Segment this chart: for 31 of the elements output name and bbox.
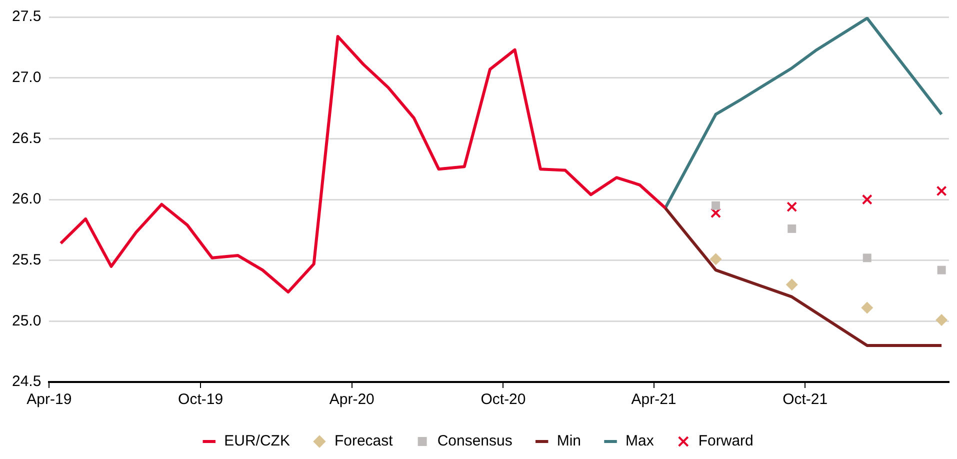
y-tick-label: 25.5	[12, 251, 42, 268]
y-tick-label: 27.5	[12, 8, 42, 26]
legend-label: Max	[626, 432, 654, 450]
x-tick-label: Oct-20	[480, 391, 526, 408]
point	[786, 202, 798, 212]
x-tick-label: Apr-19	[26, 391, 72, 408]
legend-label: Forecast	[334, 432, 394, 450]
x-tick-label: Oct-19	[178, 391, 224, 408]
y-tick-label: 26.5	[12, 130, 42, 147]
legend-label: Min	[556, 432, 582, 450]
point	[862, 194, 872, 205]
legend-label: EUR/CZK	[224, 432, 290, 450]
x-tick-label: Apr-20	[329, 391, 374, 408]
point	[936, 314, 948, 326]
point	[710, 208, 722, 218]
point	[786, 278, 798, 291]
point	[937, 266, 946, 274]
legend-label: Consensus	[437, 432, 512, 450]
y-tick-label: 25.0	[12, 312, 42, 330]
point	[861, 302, 874, 314]
y-tick-label: 27.0	[12, 68, 42, 86]
point	[862, 254, 872, 262]
point	[712, 201, 720, 210]
y-tick-label: 26.0	[12, 190, 42, 208]
point	[936, 186, 947, 196]
point	[788, 224, 796, 233]
x-tick-label: Oct-21	[782, 391, 828, 408]
x-tick-label: Apr-21	[631, 391, 676, 408]
y-tick-label: 24.5	[12, 373, 42, 390]
point	[710, 253, 722, 266]
legend-label: Forward	[698, 432, 754, 450]
